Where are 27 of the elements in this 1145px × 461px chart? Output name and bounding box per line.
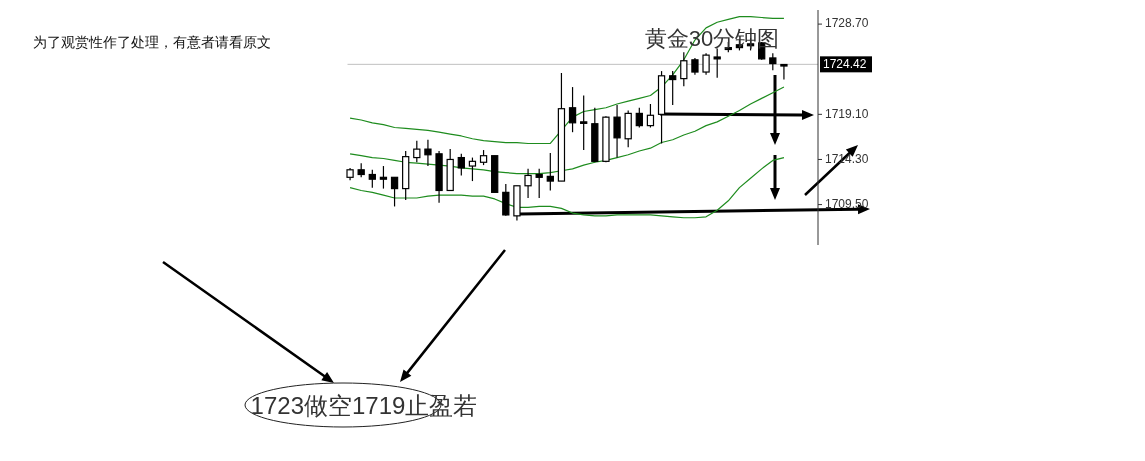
candlestick [524,168,532,199]
candlestick [424,139,432,167]
ref-line-label: 1724.42 [823,56,867,71]
candlestick [780,63,788,81]
candlestick [669,70,677,106]
candlestick [468,156,477,182]
y-tick-label: 1709.50 [825,196,869,211]
y-tick-label: 1719.10 [825,106,869,121]
candlestick [413,140,421,163]
line-series [349,156,785,219]
line-series [349,15,785,145]
candlestick [580,94,588,151]
candlestick [535,168,543,199]
candlestick [546,152,554,192]
candlestick [613,104,621,159]
candlestick [713,47,721,79]
candlestick [635,107,643,129]
y-tick-label: 1728.70 [825,16,869,31]
candlestick [379,165,388,190]
candlestick [390,176,399,208]
candlestick [702,52,710,76]
text: 为了观赏性作了处理，有意者请看原文 [33,34,271,50]
candlestick [568,86,577,133]
candlestick [646,103,655,129]
candlestick [502,183,510,217]
candlestick [680,51,688,87]
candlestick [457,153,465,177]
